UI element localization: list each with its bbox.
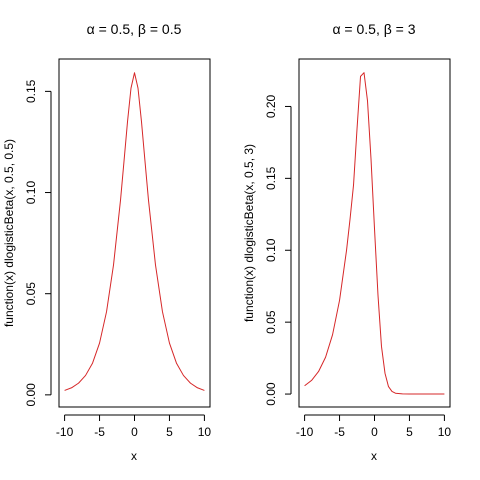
y-tick-label: 0.00	[264, 382, 278, 406]
x-tick-label: -5	[94, 425, 105, 439]
plot-area-left	[64, 72, 205, 391]
x-tick-label: 0	[131, 425, 138, 439]
chart-title-right: α = 0.5, β = 3	[332, 21, 415, 37]
x-tick-label: 10	[198, 425, 212, 439]
y-tick-label: 0.15	[24, 79, 38, 103]
panel-left: α = 0.5, β = 0.5 -10 -5 0 5 10 0.000.050.100…	[2, 21, 211, 463]
y-tick-label: 0.15	[264, 166, 278, 190]
y-ticks-right: 0.00 0.05 0.10 0.15 0.20	[264, 94, 291, 406]
x-ticks-left: -10 -5 0 5 10	[56, 415, 211, 439]
y-axis-label-right: function(x) dlogisticBeta(x, 0.5, 3)	[242, 144, 256, 322]
chart-title-left: α = 0.5, β = 0.5	[87, 21, 182, 37]
y-tick-label: 0.05	[264, 310, 278, 334]
x-tick-label: 5	[406, 425, 413, 439]
x-tick-label: 10	[438, 425, 452, 439]
plot-frame-left	[58, 58, 211, 408]
y-tick-label: 0.20	[264, 94, 278, 118]
y-tick-label: 0.05	[24, 282, 38, 306]
y-tick-label: 0.10	[264, 238, 278, 262]
plot-frame-right	[298, 58, 451, 408]
panel-right: α = 0.5, β = 3 -10 -5 0 5 10 0.00 0.05 0.10 0.1…	[242, 21, 451, 463]
plot-area-right	[304, 72, 445, 395]
x-ticks-right: -10 -5 0 5 10	[296, 415, 451, 439]
x-axis-label-left: x	[131, 449, 137, 463]
x-tick-label: 5	[166, 425, 173, 439]
y-tick-label: 0.00	[24, 383, 38, 407]
x-tick-label: -10	[296, 425, 314, 439]
y-axis-label-left: function(x) dlogisticBeta(x, 0.5, 0.5)	[2, 139, 16, 327]
x-axis-label-right: x	[371, 449, 377, 463]
y-tick-label: 0.10	[24, 181, 38, 205]
density-curve-right	[304, 72, 445, 395]
y-ticks-left: 0.00 0.05 0.10 0.15	[24, 79, 51, 407]
x-tick-label: 0	[371, 425, 378, 439]
x-tick-label: -10	[56, 425, 74, 439]
density-curve-left	[64, 72, 205, 391]
x-tick-label: -5	[334, 425, 345, 439]
